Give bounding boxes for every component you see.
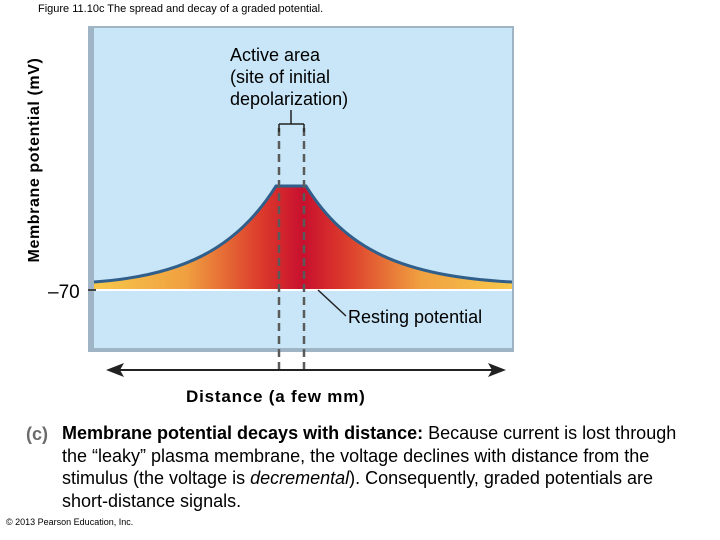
caption-text-2: ). Consequently, graded potentials are s… xyxy=(62,468,653,511)
active-area-bracket xyxy=(278,110,305,132)
resting-leader-line xyxy=(317,289,347,317)
copyright-notice: © 2013 Pearson Education, Inc. xyxy=(6,517,134,527)
distance-arrow-right-head xyxy=(488,363,506,377)
graded-potential-diagram xyxy=(88,26,514,377)
caption-italic-word: decremental xyxy=(250,468,350,488)
caption-heading: Membrane potential decays with distance: xyxy=(62,423,424,443)
x-axis-label: Distance (a few mm) xyxy=(186,387,366,406)
figure-title: Figure 11.10c The spread and decay of a … xyxy=(38,3,324,15)
caption: Membrane potential decays with distance:… xyxy=(62,422,702,512)
active-area-label-line: (site of initial xyxy=(230,67,331,87)
distance-arrow-left-head xyxy=(106,363,124,377)
caption-letter: (c) xyxy=(26,424,48,444)
resting-potential-label: Resting potential xyxy=(348,307,483,327)
y-tick-label: –70 xyxy=(48,282,80,303)
active-area-label-line: depolarization) xyxy=(230,89,349,109)
graded-potential-curve-line xyxy=(93,184,513,284)
active-area-label-line: Active area xyxy=(230,45,321,65)
active-area-label: Active area (site of initial depolarizat… xyxy=(230,44,348,110)
caption-text-1: Because current is lost through the “lea… xyxy=(62,423,677,488)
